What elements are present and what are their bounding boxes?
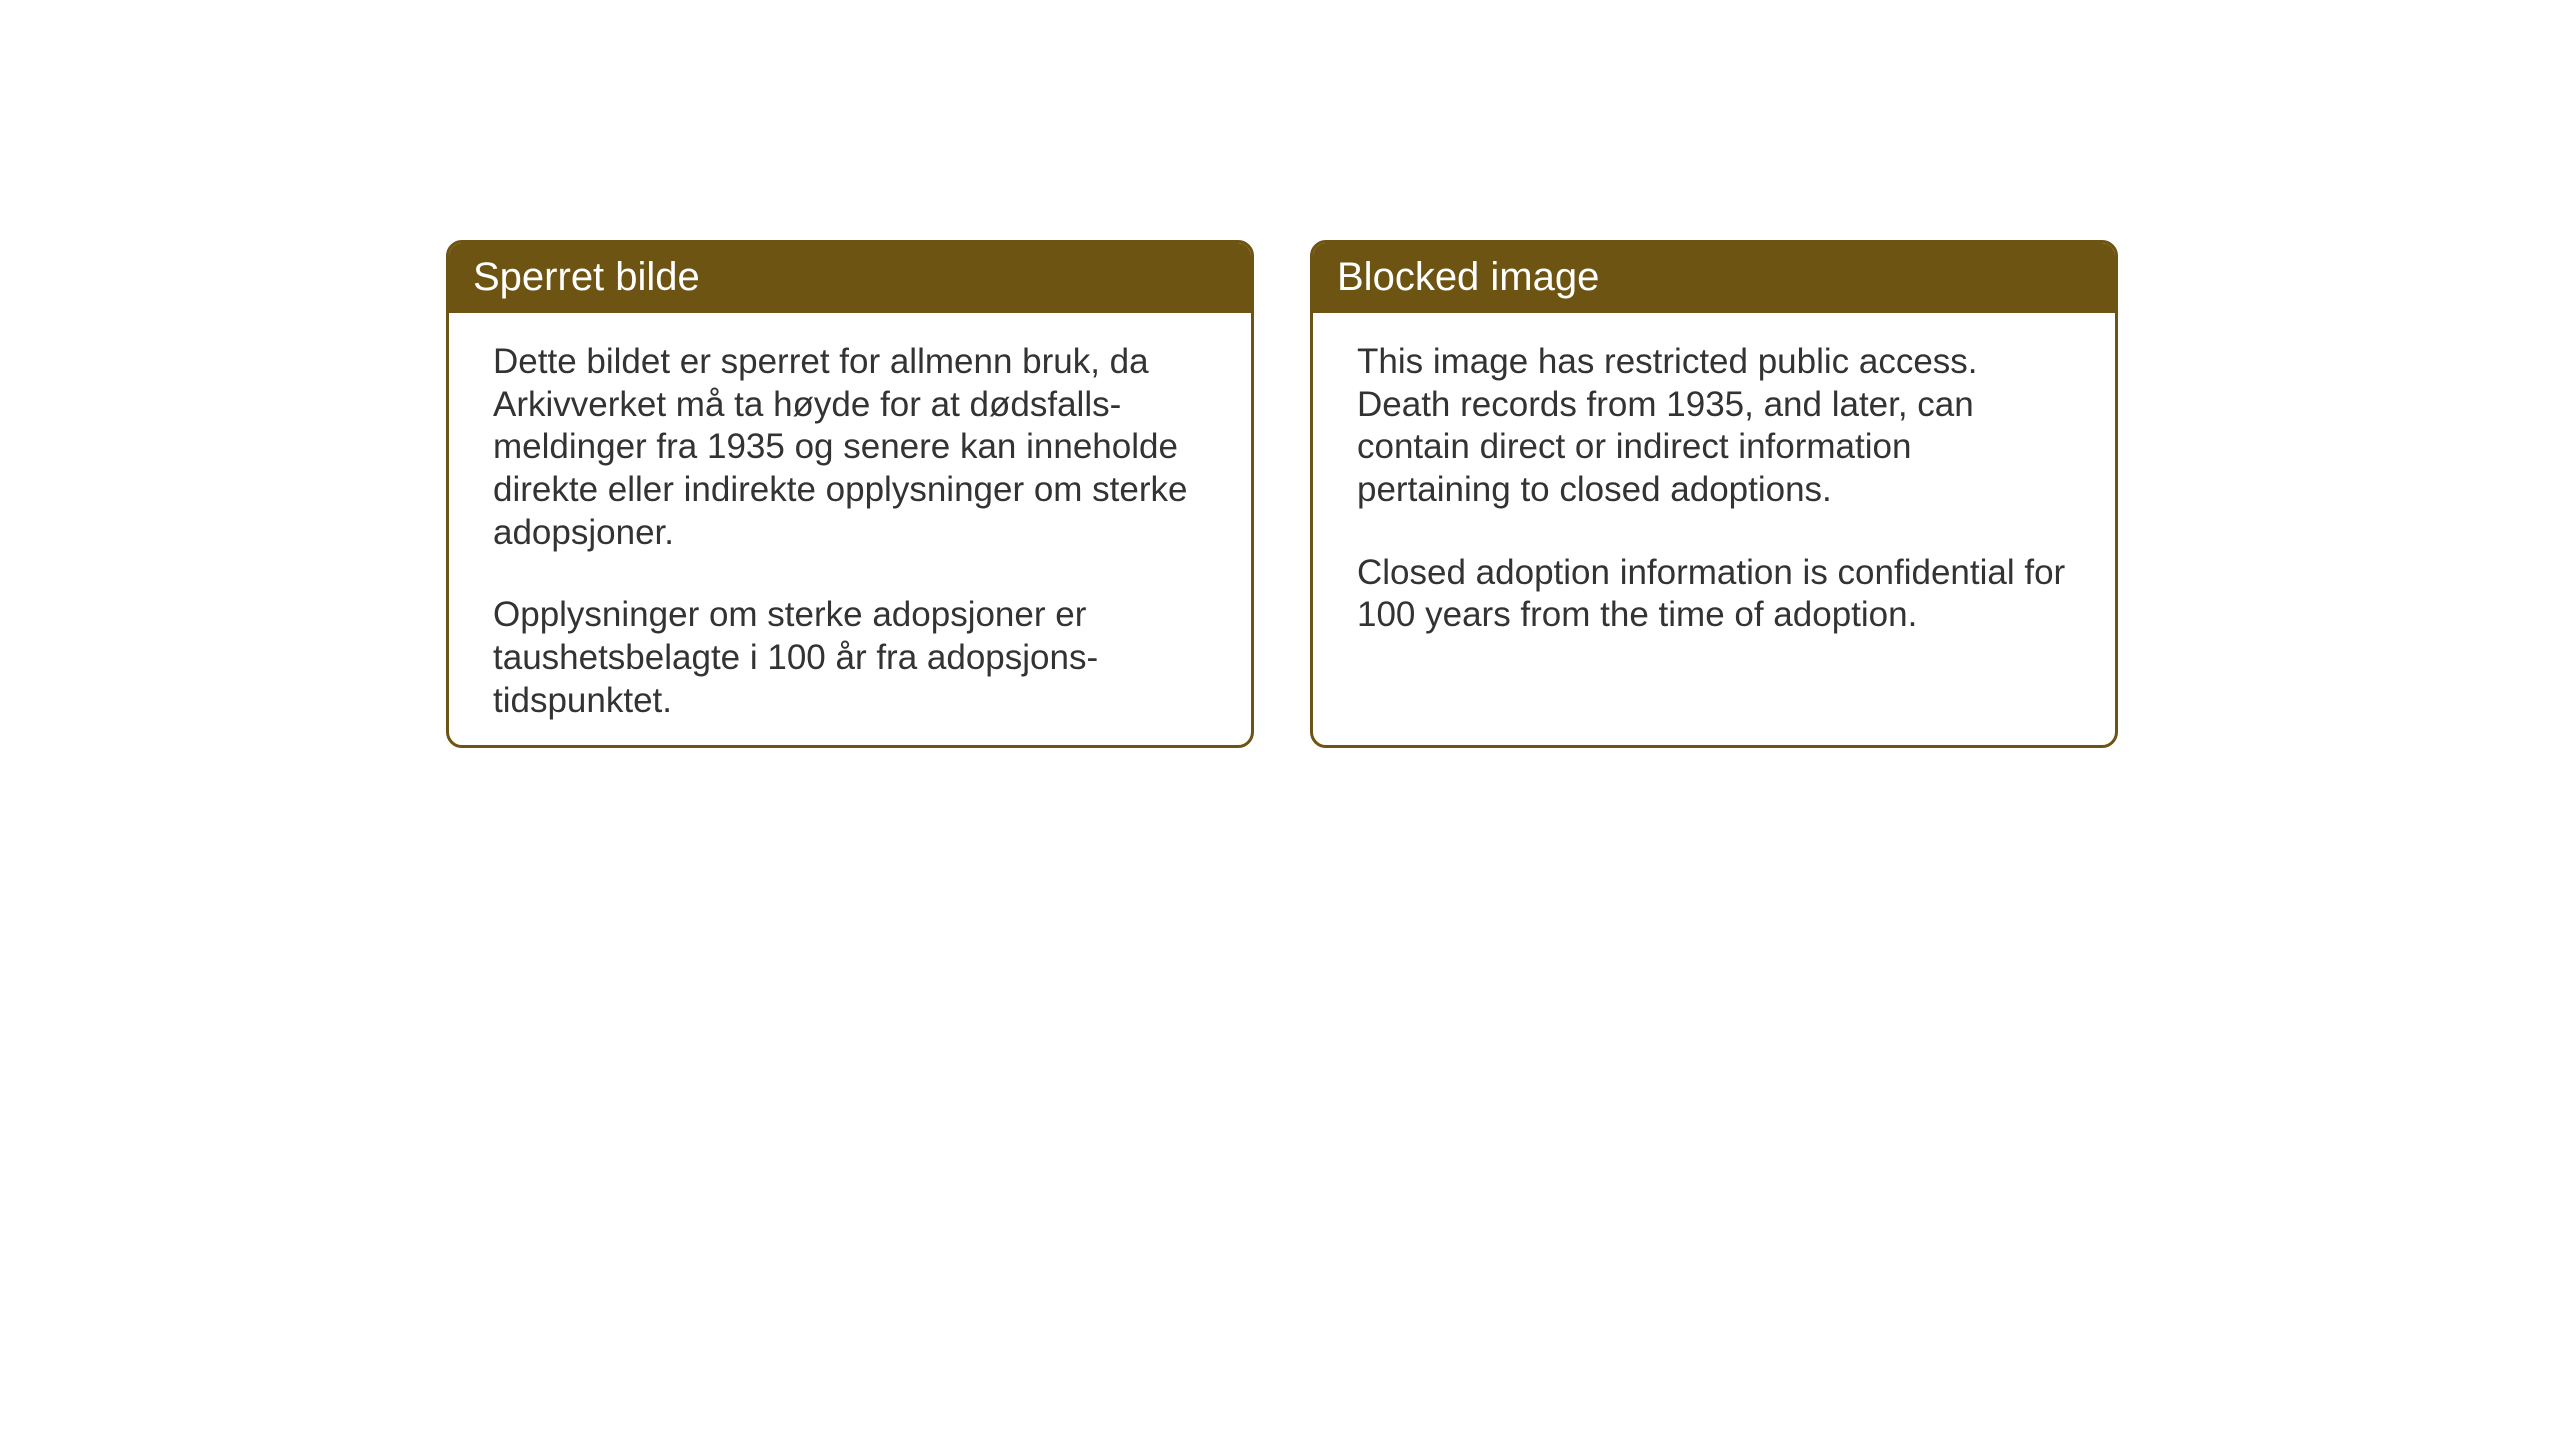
card-body-norwegian: Dette bildet er sperret for allmenn bruk… — [449, 313, 1251, 748]
card-title: Sperret bilde — [473, 255, 700, 299]
card-body-english: This image has restricted public access.… — [1313, 313, 2115, 665]
card-header-english: Blocked image — [1313, 243, 2115, 313]
notice-card-english: Blocked image This image has restricted … — [1310, 240, 2118, 748]
notice-paragraph: This image has restricted public access.… — [1357, 341, 2071, 512]
notice-paragraph: Dette bildet er sperret for allmenn bruk… — [493, 341, 1207, 554]
notice-paragraph: Closed adoption information is confident… — [1357, 552, 2071, 637]
card-header-norwegian: Sperret bilde — [449, 243, 1251, 313]
notice-paragraph: Opplysninger om sterke adopsjoner er tau… — [493, 594, 1207, 722]
notice-card-norwegian: Sperret bilde Dette bildet er sperret fo… — [446, 240, 1254, 748]
card-title: Blocked image — [1337, 255, 1599, 299]
notice-container: Sperret bilde Dette bildet er sperret fo… — [446, 240, 2118, 748]
